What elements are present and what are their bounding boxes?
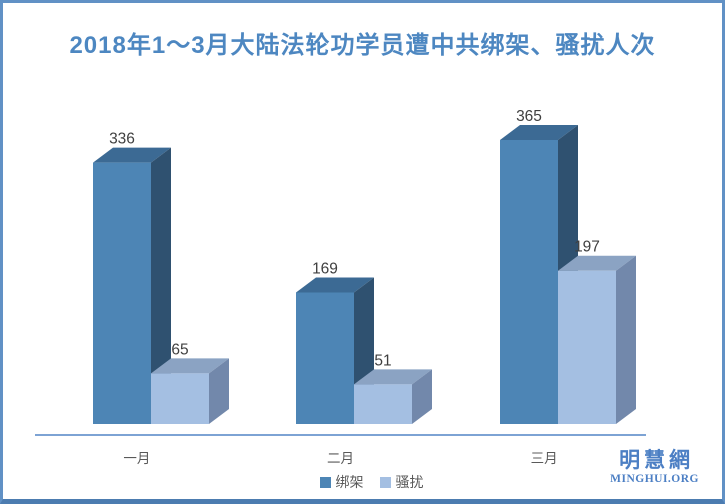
bar-top-face	[354, 369, 432, 385]
legend-label: 绑架	[335, 474, 364, 490]
bar-side-face	[209, 358, 229, 424]
legend-item-bangjia: 绑架	[319, 472, 364, 492]
bar-front-face	[558, 270, 616, 424]
chart-title: 2018年1～3月大陆法轮功学员遭中共绑架、骚扰人次	[69, 32, 656, 59]
category-label: 一月	[123, 451, 150, 466]
bar-top-face	[151, 358, 229, 374]
bar-chart: 336 65 一月 169 51 二月 365 197 三月	[35, 108, 646, 466]
value-label: 365	[516, 108, 542, 125]
value-label: 169	[312, 261, 338, 278]
chart-legend: 绑架 骚扰	[12, 472, 725, 492]
bar-top-face	[500, 125, 578, 140]
bar-front-face	[151, 373, 209, 424]
legend-swatch	[379, 476, 391, 488]
bar-front-face	[93, 162, 151, 424]
bar-side-face	[412, 369, 432, 424]
legend-label: 骚扰	[395, 474, 424, 490]
bar-side-face	[616, 255, 636, 424]
legend-swatch	[319, 476, 331, 488]
bar-front-face	[354, 384, 412, 424]
bar-front-face	[296, 292, 354, 424]
bar-top-face	[296, 277, 374, 293]
bar-top-face	[558, 255, 636, 271]
value-label: 336	[109, 131, 135, 148]
legend-item-saorao: 骚扰	[379, 472, 424, 492]
bar-top-face	[93, 147, 171, 163]
category-label: 二月	[327, 451, 354, 466]
minghui-logo-cn: 明慧網	[619, 448, 695, 472]
bar-front-face	[500, 140, 558, 424]
value-label: 197	[574, 239, 600, 256]
bar-side-face	[151, 147, 171, 424]
category-label: 三月	[531, 451, 558, 466]
value-label: 65	[171, 341, 188, 358]
minghui-logo: 明慧網 MINGHUI.ORG	[610, 450, 699, 486]
minghui-logo-en: MINGHUI.ORG	[610, 473, 699, 485]
value-label: 51	[374, 352, 391, 369]
